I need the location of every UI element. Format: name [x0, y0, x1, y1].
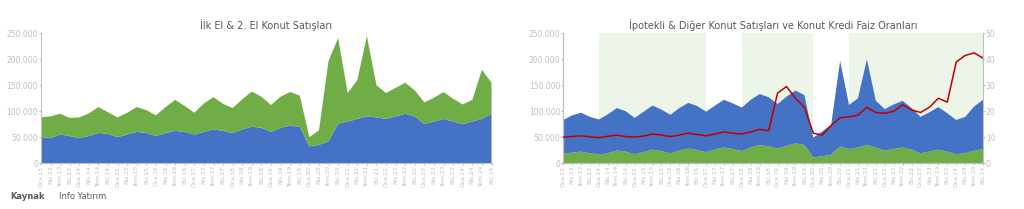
Bar — [599, 33, 707, 163]
Title: İlk El & 2. El Konut Satışları: İlk El & 2. El Konut Satışları — [200, 19, 333, 31]
Bar — [741, 33, 813, 163]
Text: Kaynak: Kaynak — [10, 192, 45, 201]
Bar — [849, 33, 983, 163]
Title: İpotekli & Diğer Konut Satışları ve Konut Kredi Faiz Oranları: İpotekli & Diğer Konut Satışları ve Konu… — [629, 19, 918, 31]
Text: Info Yatırım: Info Yatırım — [59, 192, 106, 201]
